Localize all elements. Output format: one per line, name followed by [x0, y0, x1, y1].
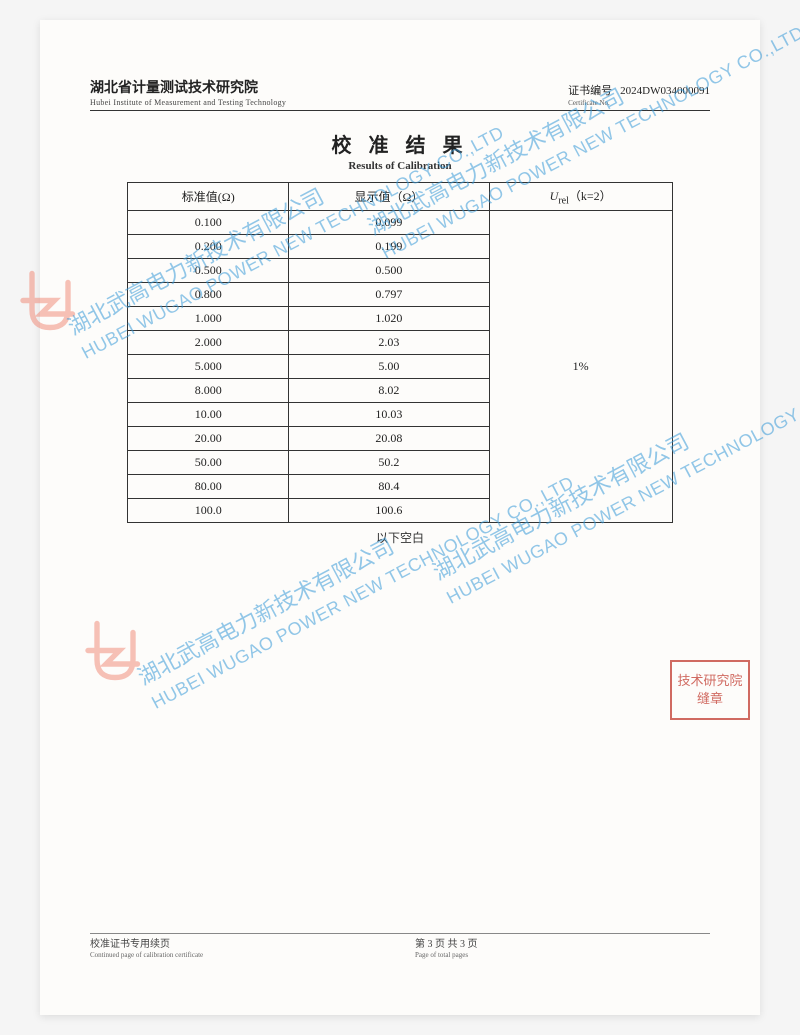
- footer-left-cn: 校准证书专用续页: [90, 938, 385, 951]
- certificate-block: 证书编号 2024DW034000091 Certificate No.: [568, 80, 710, 108]
- cell-standard: 20.00: [128, 426, 289, 450]
- cell-standard: 0.100: [128, 210, 289, 234]
- cell-display: 8.02: [289, 378, 489, 402]
- cell-standard: 0.500: [128, 258, 289, 282]
- cell-standard: 2.000: [128, 330, 289, 354]
- cell-display: 100.6: [289, 498, 489, 522]
- cell-standard: 80.00: [128, 474, 289, 498]
- cell-display: 0.199: [289, 234, 489, 258]
- footer-left-en: Continued page of calibration certificat…: [90, 951, 385, 960]
- footer-mid-en: Page of total pages: [415, 951, 710, 960]
- calibration-table: 标准值(Ω) 显示值（Ω） Urel（k=2） 0.1000.0991%0.20…: [127, 182, 673, 523]
- cell-uncertainty: 1%: [489, 210, 672, 522]
- cell-standard: 50.00: [128, 450, 289, 474]
- stamp-line1: 技术研究院: [677, 672, 742, 690]
- stamp-line2: 缝章: [697, 690, 723, 708]
- certificate-label-cn: 证书编号: [568, 85, 612, 97]
- cell-display: 10.03: [289, 402, 489, 426]
- institute-name-en: Hubei Institute of Measurement and Testi…: [90, 98, 286, 108]
- cell-display: 2.03: [289, 330, 489, 354]
- cell-display: 50.2: [289, 450, 489, 474]
- footer-mid-cn: 第 3 页 共 3 页: [415, 938, 710, 951]
- cell-standard: 5.000: [128, 354, 289, 378]
- certificate-number: 2024DW034000091: [620, 85, 710, 97]
- cell-display: 5.00: [289, 354, 489, 378]
- col-header-uncertainty: Urel（k=2）: [489, 182, 672, 210]
- cell-display: 1.020: [289, 306, 489, 330]
- institute-name-cn: 湖北省计量测试技术研究院: [90, 81, 286, 98]
- cell-display: 0.797: [289, 282, 489, 306]
- cell-standard: 10.00: [128, 402, 289, 426]
- table-row: 0.1000.0991%: [128, 210, 673, 234]
- cell-standard: 0.800: [128, 282, 289, 306]
- cell-display: 0.500: [289, 258, 489, 282]
- below-blank-text: 以下空白: [90, 529, 710, 546]
- col-header-standard: 标准值(Ω): [128, 182, 289, 210]
- cell-display: 20.08: [289, 426, 489, 450]
- table-header-row: 标准值(Ω) 显示值（Ω） Urel（k=2）: [128, 182, 673, 210]
- footer-left: 校准证书专用续页 Continued page of calibration c…: [90, 938, 385, 960]
- title-en: Results of Calibration: [90, 160, 710, 172]
- certificate-label-en: Certificate No.: [568, 99, 710, 107]
- cell-standard: 0.200: [128, 234, 289, 258]
- institute-block: 湖北省计量测试技术研究院 Hubei Institute of Measurem…: [90, 81, 286, 107]
- footer-mid: 第 3 页 共 3 页 Page of total pages: [385, 938, 710, 960]
- col-header-display: 显示值（Ω）: [289, 182, 489, 210]
- footer-row: 校准证书专用续页 Continued page of calibration c…: [90, 933, 710, 960]
- red-stamp: 技术研究院 缝章: [670, 660, 750, 720]
- cell-standard: 100.0: [128, 498, 289, 522]
- cell-display: 80.4: [289, 474, 489, 498]
- cell-standard: 8.000: [128, 378, 289, 402]
- header-row: 湖北省计量测试技术研究院 Hubei Institute of Measurem…: [90, 80, 710, 111]
- title-block: 校 准 结 果 Results of Calibration: [90, 129, 710, 172]
- cell-display: 0.099: [289, 210, 489, 234]
- document-page: 湖北省计量测试技术研究院 Hubei Institute of Measurem…: [40, 20, 760, 1015]
- cell-standard: 1.000: [128, 306, 289, 330]
- title-cn: 校 准 结 果: [90, 129, 710, 158]
